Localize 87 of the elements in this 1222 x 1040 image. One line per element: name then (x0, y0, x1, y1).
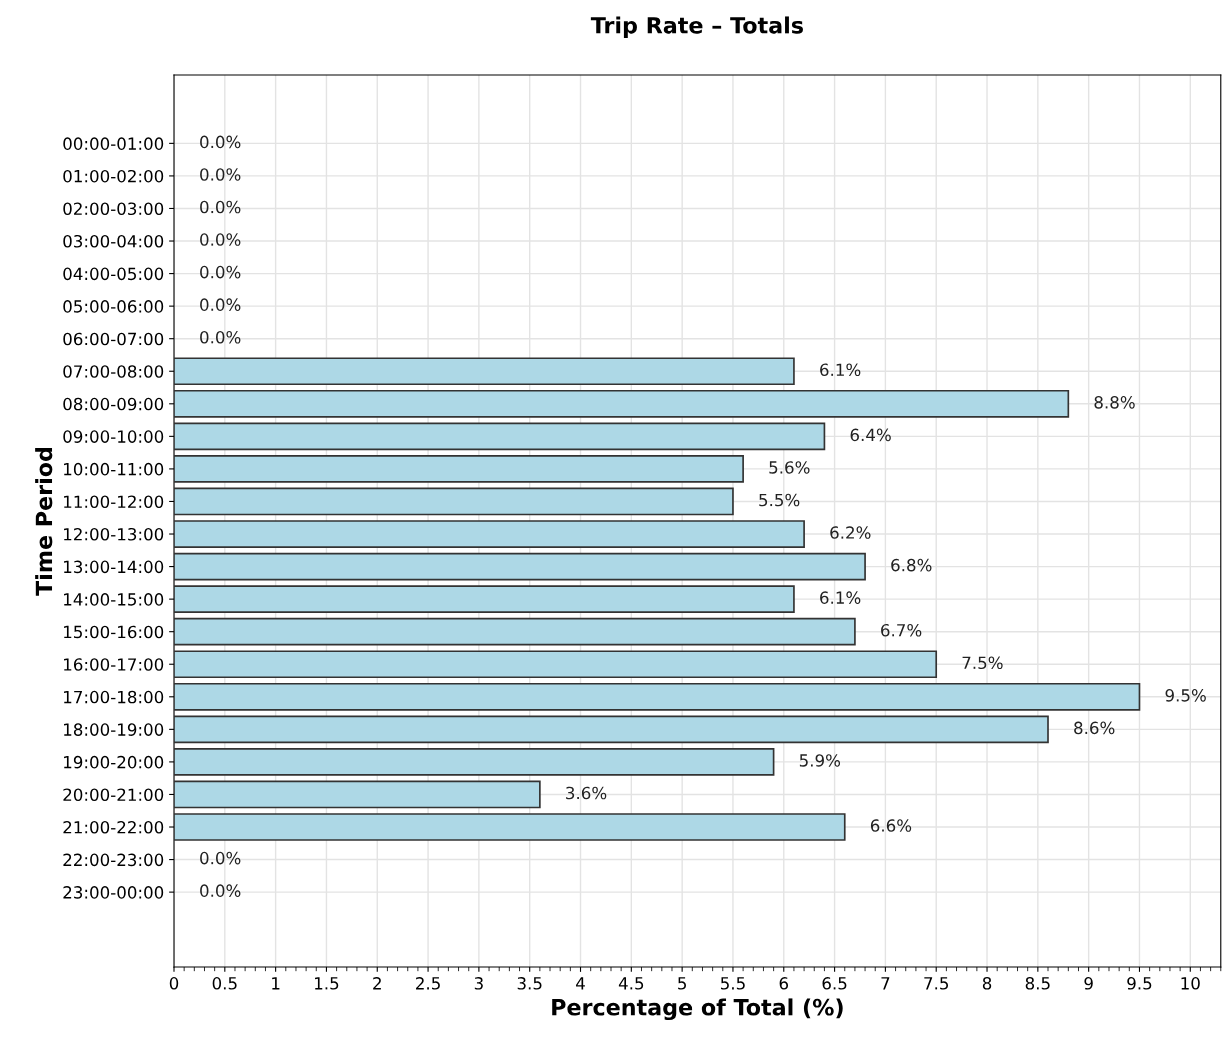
x-tick-label: 6 (779, 977, 789, 990)
bar (174, 682, 1141, 711)
x-tick-label: 1 (272, 977, 280, 990)
y-tick-label: 05:00-06:00 (63, 300, 164, 313)
y-tick-label: 09:00-10:00 (63, 430, 164, 443)
y-tick-label: 08:00-09:00 (63, 397, 164, 411)
y-tick-label: 23:00-00:00 (63, 886, 164, 899)
data-label: 6.1% (820, 363, 861, 377)
data-label: 0.0% (200, 233, 241, 246)
y-tick-label: 14:00-15:00 (64, 593, 164, 606)
x-tick-label: 7 (881, 977, 890, 990)
bar (174, 389, 1070, 418)
x-tick-label: 1.5 (315, 977, 339, 990)
x-tick-label: 5 (678, 977, 686, 990)
bar (174, 748, 775, 776)
data-label: 6.6% (870, 819, 912, 832)
data-label: 0.0% (200, 851, 241, 865)
y-tick-label: 07:00-08:00 (63, 365, 164, 378)
bar (174, 487, 734, 516)
data-label: 6.7% (881, 623, 922, 637)
y-tick-label: 06:00-07:00 (63, 332, 164, 346)
data-label: 7.5% (962, 656, 1003, 670)
bar (174, 585, 795, 613)
x-tick-label: 2 (373, 977, 381, 990)
x-tick-label: 5.5 (720, 977, 745, 990)
bar (174, 780, 541, 809)
y-tick-label: 04:00-05:00 (63, 267, 164, 281)
x-tick-label: 9.5 (1127, 977, 1152, 990)
data-label: 5.9% (799, 754, 841, 767)
y-tick-label: 18:00-19:00 (64, 723, 164, 736)
data-label: 0.0% (200, 330, 241, 344)
y-tick-label: 11:00-12:00 (64, 495, 164, 509)
data-label: 6.2% (830, 526, 871, 539)
x-tick-label: 0.5 (212, 977, 237, 990)
y-tick-label: 02:00-03:00 (63, 202, 164, 216)
data-label: 0.0% (200, 265, 241, 279)
bar (174, 422, 826, 451)
x-tick-label: 3.5 (517, 977, 542, 990)
data-label: 5.6% (769, 461, 810, 474)
bar (174, 813, 846, 841)
data-label: 9.5% (1165, 689, 1206, 702)
bar (174, 715, 1049, 744)
x-tick-label: 7.5 (924, 977, 949, 990)
data-label: 0.0% (200, 168, 241, 181)
y-tick-label: 15:00-16:00 (64, 625, 164, 639)
y-axis-title: Time Period (35, 447, 53, 596)
data-label: 0.0% (200, 298, 241, 311)
bar (174, 552, 866, 581)
data-label: 0.0% (200, 884, 241, 897)
bar (174, 357, 795, 386)
y-tick-label: 19:00-20:00 (64, 755, 164, 769)
chart-title: Trip Rate – Totals (590, 16, 803, 38)
x-tick-label: 2.5 (416, 977, 440, 990)
data-label: 8.6% (1074, 721, 1115, 735)
x-tick-label: 9 (1084, 977, 1093, 990)
y-tick-label: 20:00-21:00 (63, 788, 164, 802)
y-tick-label: 13:00-14:00 (64, 560, 164, 574)
bar (174, 455, 744, 483)
x-tick-label: 4 (576, 977, 585, 990)
bar (174, 650, 938, 679)
data-label: 6.1% (820, 591, 861, 604)
x-tick-label: 6.5 (822, 977, 847, 990)
y-tick-label: 17:00-18:00 (64, 690, 164, 704)
x-tick-label: 8 (982, 977, 992, 990)
x-axis-title: Percentage of Total (%) (552, 998, 843, 1021)
data-label: 0.0% (200, 200, 241, 214)
data-label: 6.4% (850, 428, 891, 442)
x-tick-label: 0 (169, 977, 179, 990)
data-label: 6.8% (891, 558, 932, 572)
y-tick-label: 03:00-04:00 (63, 234, 164, 248)
y-tick-label: 01:00-02:00 (63, 169, 164, 183)
y-tick-label: 12:00-13:00 (64, 527, 164, 541)
data-label: 0.0% (200, 135, 241, 149)
bar (174, 520, 805, 548)
y-tick-label: 00:00-01:00 (63, 137, 164, 150)
y-tick-label: 22:00-23:00 (63, 853, 164, 867)
data-label: 8.8% (1094, 396, 1135, 409)
bar (174, 617, 856, 646)
x-tick-label: 4.5 (618, 977, 644, 990)
y-tick-label: 16:00-17:00 (64, 658, 164, 671)
y-tick-label: 10:00-11:00 (64, 462, 164, 476)
x-tick-label: 3 (474, 977, 483, 990)
data-label: 5.5% (759, 493, 800, 507)
x-tick-label: 10 (1181, 977, 1200, 990)
y-tick-label: 21:00-22:00 (63, 820, 164, 834)
x-tick-label: 8.5 (1025, 977, 1050, 990)
data-label: 3.6% (566, 786, 607, 800)
